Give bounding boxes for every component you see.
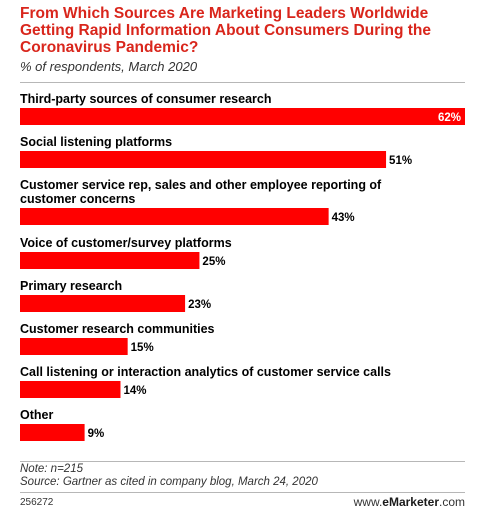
bar <box>20 252 200 269</box>
value-label: 9% <box>88 428 105 440</box>
category-label: Primary research <box>20 279 122 293</box>
category-label: Customer research communities <box>20 322 215 336</box>
brand-suffix: .com <box>438 495 465 509</box>
value-label: 25% <box>202 256 225 268</box>
bar <box>20 108 465 125</box>
category-label: Other <box>20 408 53 422</box>
footer-divider <box>20 492 465 493</box>
bar <box>20 338 128 355</box>
chart-source: Source: Gartner as cited in company blog… <box>20 476 318 488</box>
chart-subtitle: % of respondents, March 2020 <box>20 59 198 74</box>
chart-id: 256272 <box>20 497 54 508</box>
category-label: Social listening platforms <box>20 135 172 149</box>
value-label: 51% <box>389 155 412 167</box>
value-label: 14% <box>123 385 146 397</box>
brand-name: eMarketer <box>382 495 439 509</box>
top-divider <box>20 82 465 83</box>
bottom-divider <box>20 461 465 462</box>
bar <box>20 424 85 441</box>
brand-link[interactable]: www.eMarketer.com <box>354 495 465 509</box>
bar <box>20 381 121 398</box>
category-label: Third-party sources of consumer research <box>20 92 271 106</box>
value-label: 15% <box>131 342 154 354</box>
category-label: Customer service rep, sales and other em… <box>20 178 382 206</box>
category-label: Voice of customer/survey platforms <box>20 236 232 250</box>
bar <box>20 295 186 312</box>
value-label: 23% <box>188 299 211 311</box>
chart-note: Note: n=215 <box>20 463 83 475</box>
chart-title: From Which Sources Are Marketing Leaders… <box>20 5 432 56</box>
brand-prefix: www. <box>353 495 383 509</box>
value-label: 43% <box>332 212 355 224</box>
value-label: 62% <box>438 112 461 124</box>
bar <box>20 208 329 225</box>
bar <box>20 151 387 168</box>
category-label: Call listening or interaction analytics … <box>20 365 391 379</box>
